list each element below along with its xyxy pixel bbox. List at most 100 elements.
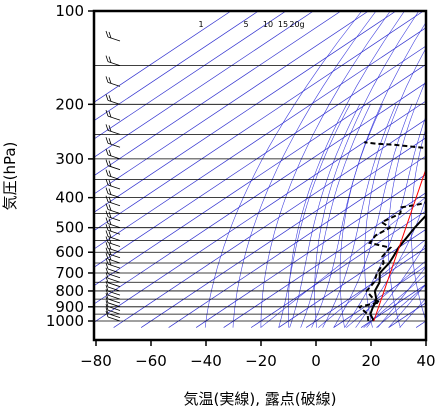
x-tick-label: −80 [80, 352, 112, 370]
dewpoint-profile-line [357, 141, 426, 322]
wind-barb-feather [109, 2, 111, 8]
dry-adiabat-line [339, 21, 426, 328]
isotherm-line [195, 173, 426, 328]
data-layer [105, 1, 426, 322]
wind-barb-shaft [107, 277, 121, 283]
x-tick-label: 20 [361, 352, 380, 370]
wind-barb-feather [105, 124, 109, 131]
wind-barb [105, 55, 121, 66]
mixing-ratio-line [363, 274, 426, 328]
wind-barb [105, 236, 121, 247]
y-tick-label: 200 [55, 95, 84, 113]
wind-barb-feather [108, 188, 112, 195]
wind-barb [105, 169, 121, 181]
wind-barb-feather [105, 187, 109, 194]
wind-barb [105, 159, 121, 171]
wind-barb-feather [108, 243, 112, 250]
wind-barb-feather [105, 307, 109, 314]
wind-barb [105, 247, 121, 259]
wind-barb-shaft [107, 282, 121, 288]
mixing-ratio-label: 5 [243, 20, 248, 29]
wind-barb-feather [108, 253, 112, 261]
wind-barb-shaft [107, 253, 121, 259]
wind-barb-feather [105, 300, 109, 307]
y-axis-title: 気圧(hPa) [1, 142, 19, 211]
wind-barb [105, 195, 121, 207]
isotherm-line [305, 247, 426, 328]
y-tick-label: 500 [55, 219, 84, 237]
wind-barb-feather [108, 31, 112, 39]
wind-barb [106, 1, 120, 12]
moist-adiabat-line [289, 104, 361, 328]
wind-barb-feather [105, 303, 109, 311]
wind-barb-shaft [107, 247, 121, 253]
dry-adiabat-line [204, 11, 363, 328]
moist-adiabat-line [388, 283, 426, 328]
wind-barb-feather [108, 138, 112, 145]
isotherm-line [94, 11, 369, 195]
wind-barb-shaft [107, 229, 121, 235]
wind-barb-shaft [107, 154, 121, 160]
wind-barb [105, 224, 121, 235]
wind-barb-feather [108, 149, 112, 157]
moist-adiabat-line [322, 104, 397, 328]
wind-barb [105, 267, 121, 279]
y-tick-label: 1000 [46, 312, 84, 330]
wind-barb-feather [105, 230, 109, 237]
grid-layer [94, 11, 426, 328]
wind-barb-shaft [107, 258, 121, 264]
parcel-path-line [373, 167, 426, 322]
wind-barb [105, 148, 121, 160]
isotherm-line [94, 27, 426, 250]
wind-barb-shaft [107, 286, 121, 292]
x-tick-label: 40 [416, 352, 435, 370]
mixing-ratio-label: 20g [289, 20, 304, 29]
wind-barb-shaft [107, 184, 121, 190]
wind-barb-feather [105, 137, 109, 144]
isotherm-line [94, 45, 426, 268]
wind-barb [105, 272, 121, 283]
isotherm-line [94, 82, 426, 305]
wind-barb [105, 280, 121, 292]
wind-barb-feather [108, 196, 112, 203]
wind-barb-shaft [107, 115, 121, 121]
wind-barb-feather [106, 1, 108, 7]
wind-barb-shaft [107, 242, 121, 247]
mixing-ratio-line [376, 284, 426, 328]
wind-barb-feather [105, 203, 109, 210]
moist-adiabat-line [377, 266, 426, 328]
isotherm-line [168, 155, 426, 328]
wind-barb-feather [105, 178, 109, 186]
wind-barb-feather [108, 231, 112, 238]
wind-barb-feather [108, 248, 112, 255]
wind-barb [105, 296, 121, 308]
wind-barb-feather [105, 30, 109, 38]
isotherm-line [223, 192, 426, 328]
isotherm-line [333, 265, 426, 328]
isotherm-line [94, 11, 259, 122]
wind-barb-shaft [107, 223, 121, 229]
wind-barb-shaft [107, 36, 121, 42]
wind-barb-feather [108, 225, 112, 232]
wind-barb-shaft [107, 263, 121, 269]
temperature-profile-line [369, 213, 426, 322]
isotherm-line [94, 11, 424, 232]
x-tick-label: −20 [245, 352, 277, 370]
mixing-ratio-label: 10 [263, 20, 273, 29]
wind-barb-feather [105, 159, 109, 166]
wind-barb-feather [105, 257, 109, 265]
wind-barb-feather [105, 262, 109, 270]
isotherm-line [278, 228, 426, 328]
wind-barb-shaft [107, 165, 121, 171]
wind-barb [105, 262, 121, 274]
wind-barb [105, 242, 121, 253]
y-tick-label: 100 [55, 2, 84, 20]
x-tick-label: −40 [190, 352, 222, 370]
wind-barb-feather [105, 247, 109, 254]
wind-barb-shaft [107, 129, 121, 135]
wind-barb-shaft [107, 61, 121, 66]
isotherm-line [94, 11, 314, 158]
wind-barb [105, 252, 121, 264]
wind-barb-shaft [107, 294, 121, 300]
